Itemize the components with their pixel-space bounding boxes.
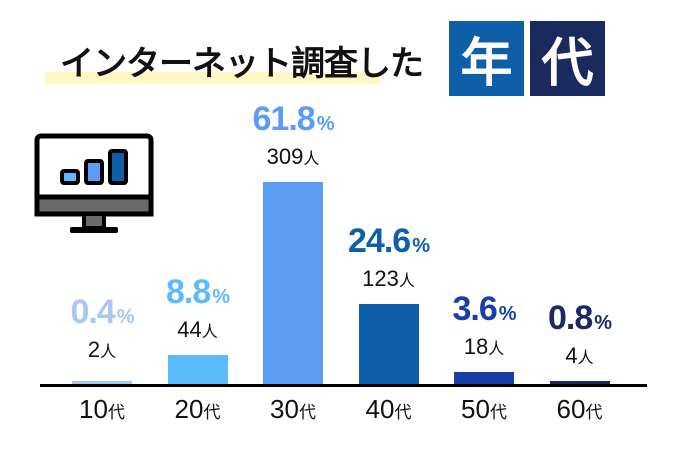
title-main-text: インターネット調査した xyxy=(60,44,424,84)
bar-30 xyxy=(263,182,323,384)
x-tick-label: 60代 xyxy=(556,394,603,424)
count-label: 44人 xyxy=(177,317,218,343)
x-tick-label: 40代 xyxy=(365,394,412,424)
x-tick-label: 10代 xyxy=(79,394,125,424)
bar-10 xyxy=(72,381,132,384)
title-highlight xyxy=(45,72,380,84)
x-axis-line xyxy=(40,384,647,387)
title-box-dai: 代 xyxy=(530,21,605,96)
count-label: 4人 xyxy=(565,343,594,368)
count-label: 123人 xyxy=(362,265,415,291)
bar-50 xyxy=(454,372,514,384)
percent-label: 0.8% xyxy=(547,299,612,337)
title-box-nen: 年 xyxy=(449,21,524,96)
count-label: 309人 xyxy=(266,144,320,169)
x-tick-label: 30代 xyxy=(270,394,316,424)
x-tick-label: 50代 xyxy=(461,394,507,424)
count-label: 18人 xyxy=(463,334,505,360)
percent-label: 61.8% xyxy=(252,100,335,138)
monitor-bar-chart-icon xyxy=(34,133,154,233)
x-tick-label: 20代 xyxy=(174,394,221,424)
bar-40 xyxy=(358,303,419,384)
bar-60 xyxy=(549,381,610,384)
percent-label: 8.8% xyxy=(165,273,230,312)
chart-title: インターネット調査した 年 代 xyxy=(0,0,680,110)
bar-20 xyxy=(167,355,228,384)
count-label: 2人 xyxy=(87,337,117,362)
percent-label: 0.4% xyxy=(70,293,134,331)
percent-label: 3.6% xyxy=(452,290,516,329)
percent-label: 24.6% xyxy=(348,221,430,260)
